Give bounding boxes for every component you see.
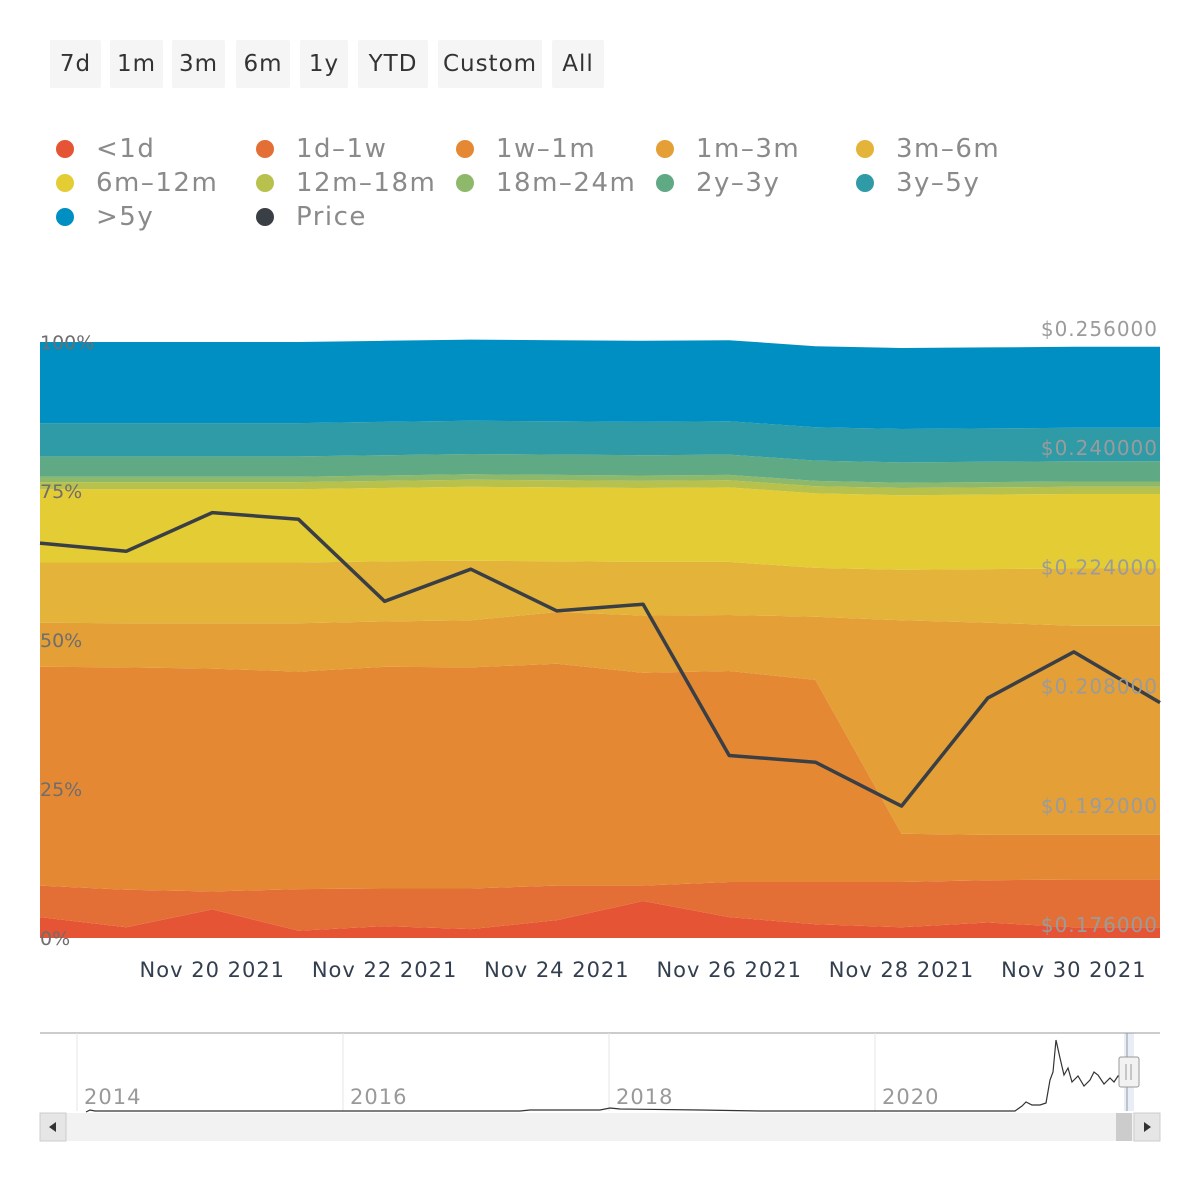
navigator-year-label: 2020 xyxy=(882,1085,939,1109)
range-1m-button[interactable]: 1m xyxy=(110,40,163,88)
legend-item-1w-1m[interactable]: 1w–1m xyxy=(450,132,596,166)
right-axis-tick-label: $0.240000 xyxy=(1041,436,1158,460)
legend-item-3m-6m[interactable]: 3m–6m xyxy=(850,132,1000,166)
legend-label-6m-12m: 6m–12m xyxy=(96,168,219,198)
x-axis-tick-label: Nov 30 2021 xyxy=(1001,958,1147,982)
right-axis-tick-label: $0.192000 xyxy=(1041,794,1158,818)
area-series-18m-24m[interactable] xyxy=(40,474,1160,488)
legend-dot-2y-3y xyxy=(656,174,674,192)
legend-item-2y-3y[interactable]: 2y–3y xyxy=(650,166,780,200)
left-axis-tick-label: 100% xyxy=(40,332,94,354)
right-axis: $0.176000 $0.192000 $0.208000 $0.224000 $0.2… xyxy=(1041,317,1158,937)
legend-item-1d-1w[interactable]: 1d–1w xyxy=(250,132,387,166)
area-series-3m-6m[interactable] xyxy=(40,560,1160,626)
area-series-3y-5y[interactable] xyxy=(40,420,1160,463)
range-6m-button[interactable]: 6m xyxy=(236,40,290,88)
area-series-6m-12m[interactable] xyxy=(40,486,1160,570)
area-series-1w-1m[interactable] xyxy=(40,663,1160,892)
legend-dot-18m-24m xyxy=(456,174,474,192)
range-7d-button[interactable]: 7d xyxy=(50,40,101,88)
legend-label-12m-18m: 12m–18m xyxy=(296,168,437,198)
navigator-price-series xyxy=(85,1039,1128,1113)
right-axis-tick-label: $0.224000 xyxy=(1041,555,1158,579)
legend-item-price[interactable]: Price xyxy=(250,200,367,234)
left-axis-tick-label: 50% xyxy=(40,630,82,652)
legend-dot-lt1d xyxy=(56,140,74,158)
x-axis-tick-label: Nov 28 2021 xyxy=(829,958,975,982)
navigator-year-label: 2016 xyxy=(350,1085,407,1109)
legend-label-1d-1w: 1d–1w xyxy=(296,134,388,164)
area-series-gt5y[interactable] xyxy=(40,339,1160,429)
arrow-left-icon xyxy=(49,1122,56,1132)
legend-item-6m-12m[interactable]: 6m–12m xyxy=(50,166,218,200)
legend-label-price: Price xyxy=(296,202,367,232)
legend-item-gt5y[interactable]: >5y xyxy=(50,200,154,234)
legend-label-3y-5y: 3y–5y xyxy=(896,168,981,198)
legend-item-lt1d[interactable]: <1d xyxy=(50,132,155,166)
range-ytd-button[interactable]: YTD xyxy=(358,40,428,88)
navigator-year-label: 2018 xyxy=(616,1085,673,1109)
legend-item-18m-24m[interactable]: 18m–24m xyxy=(450,166,636,200)
legend-label-3m-6m: 3m–6m xyxy=(896,134,1001,164)
right-axis-tick-label: $0.256000 xyxy=(1041,317,1158,341)
range-1y-button[interactable]: 1y xyxy=(300,40,348,88)
navigator-handle[interactable] xyxy=(1118,1056,1140,1088)
right-axis-tick-label: $0.208000 xyxy=(1041,675,1158,699)
x-axis-tick-label: Nov 24 2021 xyxy=(484,958,630,982)
price-line[interactable] xyxy=(39,510,1161,808)
area-series-12m-18m[interactable] xyxy=(40,479,1160,496)
range-3m-button[interactable]: 3m xyxy=(172,40,225,88)
legend-dot-1w-1m xyxy=(456,140,474,158)
area-series-1d-1w[interactable] xyxy=(40,879,1160,931)
legend-item-1m-3m[interactable]: 1m–3m xyxy=(650,132,800,166)
time-navigator[interactable]: 2014 2016 2018 2020 xyxy=(39,1032,1161,1142)
legend-dot-gt5y xyxy=(56,208,74,226)
left-axis-tick-label: 0% xyxy=(40,928,70,950)
legend-dot-3m-6m xyxy=(856,140,874,158)
price-line-layer xyxy=(39,510,1161,808)
legend-label-18m-24m: 18m–24m xyxy=(496,168,637,198)
left-axis-tick-label: 25% xyxy=(40,779,82,801)
left-axis-tick-label: 75% xyxy=(40,481,82,503)
area-series-lt1d[interactable] xyxy=(40,901,1160,938)
area-series-1m-3m[interactable] xyxy=(40,612,1160,835)
legend-label-2y-3y: 2y–3y xyxy=(696,168,781,198)
chart-legend: <1d 1d–1w 1w–1m 1m–3m 3m–6m 6m–12m 12m–1… xyxy=(50,132,1150,242)
legend-label-1m-3m: 1m–3m xyxy=(696,134,801,164)
legend-dot-6m-12m xyxy=(56,174,74,192)
legend-item-12m-18m[interactable]: 12m–18m xyxy=(250,166,436,200)
arrow-right-icon xyxy=(1144,1122,1151,1132)
left-axis: 0% 25% 50% 75% 100% xyxy=(40,332,94,950)
legend-dot-1d-1w xyxy=(256,140,274,158)
legend-dot-price xyxy=(256,208,274,226)
x-axis-tick-label: Nov 26 2021 xyxy=(656,958,802,982)
navigator-scrollbar-thumb[interactable] xyxy=(1116,1113,1132,1141)
legend-dot-12m-18m xyxy=(256,174,274,192)
navigator-scrollbar-track[interactable] xyxy=(40,1113,1160,1141)
legend-item-3y-5y[interactable]: 3y–5y xyxy=(850,166,980,200)
legend-dot-1m-3m xyxy=(656,140,674,158)
range-custom-button[interactable]: Custom xyxy=(438,40,542,88)
x-axis-tick-label: Nov 22 2021 xyxy=(312,958,458,982)
navigator-year-label: 2014 xyxy=(84,1085,141,1109)
legend-label-gt5y: >5y xyxy=(96,202,155,232)
area-series-2y-3y[interactable] xyxy=(40,454,1160,483)
stacked-area-layer xyxy=(40,339,1160,938)
x-axis: Nov 20 2021 Nov 22 2021 Nov 24 2021 Nov 26 … xyxy=(140,958,1147,982)
legend-label-lt1d: <1d xyxy=(96,134,156,164)
x-axis-tick-label: Nov 20 2021 xyxy=(140,958,286,982)
range-all-button[interactable]: All xyxy=(552,40,604,88)
right-axis-tick-label: $0.176000 xyxy=(1041,913,1158,937)
legend-dot-3y-5y xyxy=(856,174,874,192)
legend-label-1w-1m: 1w–1m xyxy=(496,134,597,164)
